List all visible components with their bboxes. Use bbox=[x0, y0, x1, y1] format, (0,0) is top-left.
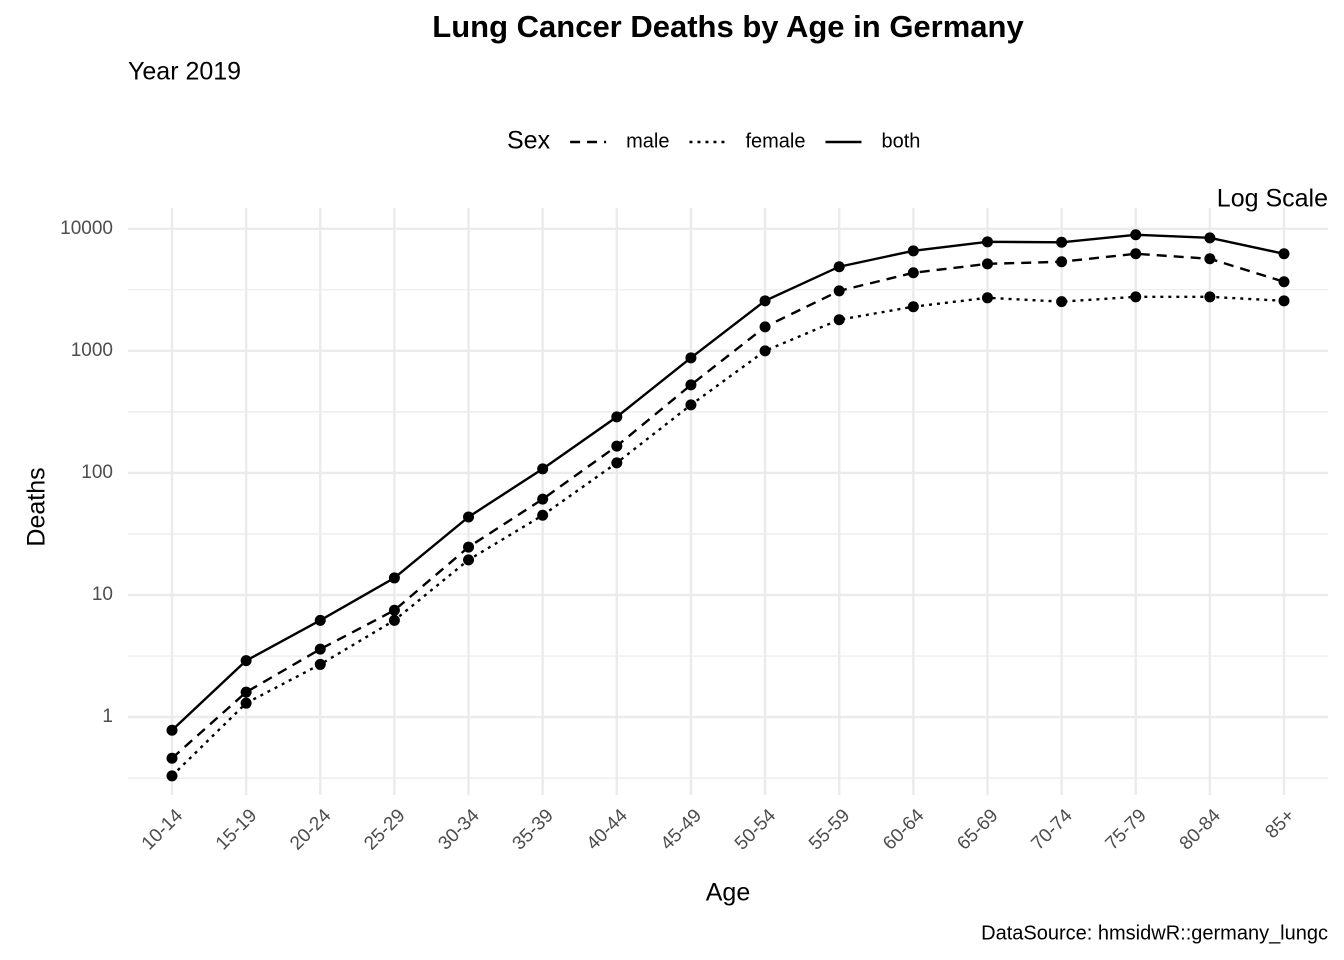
data-point bbox=[240, 655, 252, 667]
legend-title: Sex bbox=[507, 127, 551, 155]
data-point bbox=[1130, 248, 1142, 260]
data-point bbox=[166, 770, 178, 782]
data-point bbox=[537, 463, 549, 475]
data-point bbox=[388, 604, 400, 616]
data-point bbox=[537, 493, 549, 505]
data-point bbox=[1056, 236, 1068, 248]
data-point bbox=[759, 321, 771, 333]
data-point bbox=[1278, 276, 1290, 288]
data-point bbox=[463, 511, 475, 523]
data-point bbox=[1056, 256, 1068, 268]
data-point bbox=[314, 643, 326, 655]
data-point bbox=[981, 292, 993, 304]
y-tick-label: 10 bbox=[92, 584, 113, 605]
y-tick-label: 1000 bbox=[71, 340, 113, 361]
data-point bbox=[1204, 291, 1216, 303]
series-line bbox=[171, 295, 1285, 777]
chart-title: Lung Cancer Deaths by Age in Germany bbox=[432, 9, 1024, 44]
data-point bbox=[907, 245, 919, 257]
data-point bbox=[240, 686, 252, 698]
data-point bbox=[1130, 291, 1142, 303]
data-point bbox=[833, 285, 845, 297]
data-point bbox=[833, 314, 845, 326]
data-point bbox=[759, 295, 771, 307]
data-point bbox=[981, 258, 993, 270]
data-point bbox=[537, 509, 549, 521]
series-line bbox=[171, 252, 1285, 760]
data-point bbox=[1278, 295, 1290, 307]
data-point bbox=[685, 379, 697, 391]
legend-label: both bbox=[881, 130, 920, 152]
data-point bbox=[1204, 253, 1216, 265]
data-point bbox=[833, 261, 845, 273]
legend: Sex male female both bbox=[507, 127, 920, 155]
data-point bbox=[907, 301, 919, 313]
y-tick-label: 10000 bbox=[60, 218, 113, 239]
data-point bbox=[611, 440, 623, 452]
y-tick-label: 100 bbox=[81, 462, 113, 483]
legend-label: male bbox=[626, 130, 669, 152]
data-point bbox=[1204, 232, 1216, 244]
chart-subtitle: Year 2019 bbox=[128, 58, 241, 86]
data-point bbox=[314, 658, 326, 670]
x-axis-title: Age bbox=[706, 879, 750, 907]
data-point bbox=[240, 697, 252, 709]
data-point bbox=[1130, 229, 1142, 241]
data-point bbox=[907, 267, 919, 279]
y-tick-label: 1 bbox=[102, 706, 113, 727]
data-point bbox=[981, 236, 993, 248]
annotation: Log Scale bbox=[1217, 185, 1328, 213]
data-point bbox=[759, 345, 771, 357]
caption: DataSource: hmsidwR::germany_lungc bbox=[981, 922, 1328, 944]
data-point bbox=[1278, 248, 1290, 260]
data-point bbox=[611, 411, 623, 423]
data-point bbox=[166, 724, 178, 736]
data-point bbox=[314, 614, 326, 626]
data-point bbox=[463, 554, 475, 566]
data-point bbox=[166, 752, 178, 764]
data-point bbox=[611, 457, 623, 469]
data-point bbox=[388, 614, 400, 626]
series-line bbox=[171, 233, 1285, 732]
y-axis-title: Deaths bbox=[23, 467, 51, 546]
data-point bbox=[685, 399, 697, 411]
data-point bbox=[685, 352, 697, 364]
data-point bbox=[1056, 296, 1068, 308]
plot-area bbox=[166, 229, 1290, 782]
legend-label: female bbox=[745, 130, 805, 152]
data-point bbox=[463, 541, 475, 553]
data-point bbox=[388, 572, 400, 584]
